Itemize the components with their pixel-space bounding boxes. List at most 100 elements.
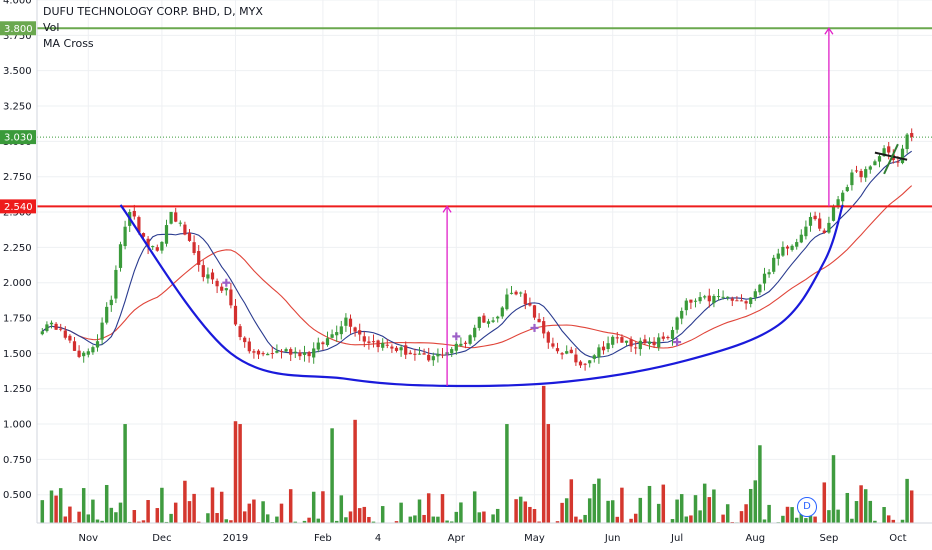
volume-bar	[537, 521, 541, 523]
volume-bar	[192, 493, 196, 523]
candle-body	[831, 206, 836, 221]
price-axis: 4.0003.7503.5003.2503.0002.7502.5002.250…	[3, 0, 38, 523]
volume-bar	[68, 506, 72, 523]
candle-body	[505, 294, 509, 310]
volume-bar	[440, 494, 445, 523]
volume-bar	[279, 503, 284, 523]
candle-body	[482, 315, 486, 323]
legend-volume[interactable]: Vol	[43, 21, 60, 34]
price-tick-label: 2.750	[3, 172, 32, 183]
legend-ma-cross[interactable]: MA Cross	[43, 37, 94, 50]
volume-bar	[132, 510, 137, 523]
volume-bar	[827, 510, 831, 523]
volume-bar	[118, 502, 123, 523]
volume-bar	[137, 521, 141, 523]
candle-body	[698, 297, 702, 302]
candle-body	[169, 211, 173, 224]
volume-bar	[873, 520, 877, 523]
volume-bar	[615, 516, 620, 523]
volume-bar	[482, 511, 486, 523]
volume-bar	[587, 498, 592, 523]
volume-bar	[104, 484, 109, 523]
volume-bar	[822, 482, 827, 523]
volume-bar	[739, 511, 744, 523]
volume-bar	[647, 485, 652, 523]
volume-bar	[339, 495, 344, 523]
candle-body	[841, 192, 845, 202]
candle-body	[243, 337, 247, 343]
candle-body	[164, 225, 169, 244]
candle-body	[491, 320, 495, 322]
time-tick-label: Dec	[152, 533, 171, 544]
candle-body	[611, 336, 615, 345]
volume-bar	[394, 521, 399, 523]
arrow-head	[442, 205, 452, 213]
volume-bar	[758, 445, 762, 523]
volume-bar	[794, 517, 799, 523]
volume-bar	[583, 514, 587, 523]
candle-body	[450, 349, 454, 354]
volume-bar	[863, 489, 868, 523]
candle-body	[137, 217, 141, 233]
volume-bar	[762, 519, 767, 523]
candle-body	[316, 342, 320, 350]
volume-bar	[371, 521, 376, 523]
candle-body	[827, 222, 831, 233]
candle-body	[758, 284, 762, 293]
volume-bar	[854, 501, 859, 523]
price-tag-label: 2.540	[4, 202, 33, 213]
volume-bar	[141, 520, 146, 523]
candle-body	[905, 134, 909, 150]
volume-bar	[353, 419, 357, 523]
candle-body	[647, 341, 652, 344]
candle-body	[348, 318, 353, 327]
candle-body	[141, 233, 146, 237]
chart-legend: DUFU TECHNOLOGY CORP. BHD, D, MYX Vol MA…	[43, 4, 263, 52]
candle-body	[210, 272, 215, 280]
candle-body	[555, 348, 560, 352]
candle-body	[785, 246, 790, 249]
candle-body	[790, 245, 794, 250]
candle-body	[661, 336, 665, 339]
candle-body	[417, 353, 422, 355]
volume-bar	[459, 502, 463, 523]
price-tag-bg	[0, 130, 36, 145]
volume-bar	[307, 517, 311, 523]
time-tick-label: 4	[375, 533, 381, 544]
candle-body	[376, 340, 380, 348]
candle-body	[440, 354, 445, 356]
candle-body	[772, 257, 776, 272]
candle-body	[261, 353, 265, 355]
volume-bar	[454, 511, 459, 523]
symbol-title[interactable]: DUFU TECHNOLOGY CORP. BHD, D, MYX	[43, 5, 263, 18]
dividend-badge[interactable]: D	[797, 497, 817, 517]
candle-body	[634, 347, 638, 349]
candle-body	[459, 343, 463, 346]
volume-bar	[196, 521, 201, 523]
candle-body	[657, 337, 661, 348]
volume-bar	[808, 516, 813, 523]
volume-bar	[146, 500, 150, 523]
candle-body	[95, 341, 100, 348]
candle-body	[160, 241, 164, 251]
candle-body	[201, 265, 205, 278]
volume-bar	[206, 513, 210, 523]
candle-body	[744, 301, 748, 304]
candle-body	[220, 286, 224, 291]
candle-body	[178, 222, 182, 224]
candle-body	[900, 148, 905, 164]
volume-bar	[449, 521, 454, 523]
candle-body	[293, 351, 297, 353]
volume-bar	[173, 502, 178, 523]
volume-bar	[344, 517, 348, 523]
volume-bar	[767, 504, 771, 523]
candle-body	[247, 341, 251, 352]
volume-bar	[836, 509, 840, 523]
volume-bar	[109, 507, 114, 523]
time-tick-label: Nov	[79, 533, 99, 544]
volume-bar	[362, 506, 367, 523]
ma-fast-line	[41, 150, 913, 359]
volume-bar	[546, 424, 551, 523]
candle-body	[362, 336, 366, 342]
